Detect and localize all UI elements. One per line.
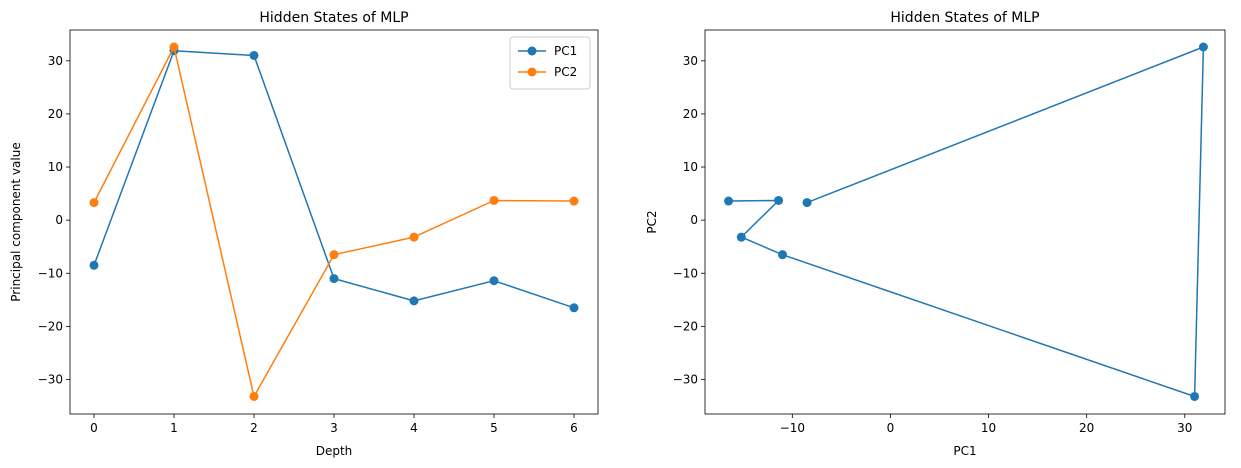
data-point-pc1 (249, 50, 259, 60)
x-tick-label: 30 (1177, 421, 1192, 435)
data-point-pc2 (409, 232, 419, 242)
legend-box (509, 36, 591, 90)
data-point-pc1 (489, 276, 499, 286)
data-point (1190, 391, 1200, 401)
legend-label-pc1: PC1 (554, 44, 577, 58)
series-line-pc2 (93, 46, 575, 398)
data-point (774, 195, 784, 205)
data-point-pc2 (329, 250, 339, 260)
y-tick-label: −30 (673, 372, 698, 386)
x-tick-label: 6 (570, 421, 578, 435)
y-tick-label: 20 (48, 107, 63, 121)
axes-frame (704, 29, 1226, 415)
data-point (1198, 42, 1208, 52)
x-axis-label: PC1 (953, 444, 976, 458)
data-point-pc1 (409, 296, 419, 306)
x-tick-label: 4 (410, 421, 418, 435)
data-point (724, 196, 734, 206)
data-point-pc1 (329, 274, 339, 284)
data-point (778, 250, 788, 260)
data-point (802, 198, 812, 208)
data-point-pc2 (489, 195, 499, 205)
series-line (728, 46, 1205, 398)
x-tick-label: 3 (330, 421, 338, 435)
x-tick-label: −10 (780, 421, 805, 435)
legend-marker-pc1 (527, 46, 537, 56)
data-point-pc1 (569, 303, 579, 313)
y-tick-label: −10 (38, 266, 63, 280)
y-tick-label: −30 (38, 372, 63, 386)
y-tick-label: −20 (38, 319, 63, 333)
y-tick-label: 10 (48, 160, 63, 174)
y-tick-label: 20 (683, 107, 698, 121)
x-tick-label: 5 (490, 421, 498, 435)
x-tick-label: 10 (981, 421, 996, 435)
chart-title: Hidden States of MLP (890, 10, 1039, 26)
y-tick-label: −10 (673, 266, 698, 280)
chart-2: Hidden States of MLP −10 0 10 20 30 −30 −20 −10 0… (645, 10, 1226, 458)
x-tick-label: 2 (250, 421, 258, 435)
y-tick-label: 30 (48, 54, 63, 68)
chart-1: Hidden States of MLP 0 1 2 3 4 5 6 −30 −20 −10 0 10 2… (9, 10, 599, 458)
legend: PC1 PC2 (509, 36, 591, 90)
data-point-pc2 (249, 391, 259, 401)
data-point-pc2 (569, 196, 579, 206)
y-tick-label: 0 (55, 213, 63, 227)
y-tick-label: −20 (673, 319, 698, 333)
series-line-pc1 (93, 49, 575, 309)
x-axis-label: Depth (316, 444, 353, 458)
data-point (736, 232, 746, 242)
x-tick-label: 1 (170, 421, 178, 435)
x-tick-label: 20 (1079, 421, 1094, 435)
chart-title: Hidden States of MLP (259, 10, 408, 26)
legend-marker-pc2 (527, 67, 537, 77)
legend-label-pc2: PC2 (554, 65, 577, 79)
x-tick-label: 0 (90, 421, 98, 435)
data-point-pc1 (89, 260, 99, 270)
y-tick-label: 0 (690, 213, 698, 227)
data-point-pc2 (169, 42, 179, 52)
x-tick-label: 0 (887, 421, 895, 435)
y-tick-label: 30 (683, 54, 698, 68)
data-point-pc2 (89, 198, 99, 208)
y-axis-label: PC2 (645, 210, 659, 233)
y-axis-label: Principal component value (9, 142, 23, 301)
y-tick-label: 10 (683, 160, 698, 174)
axes-frame (69, 29, 599, 415)
